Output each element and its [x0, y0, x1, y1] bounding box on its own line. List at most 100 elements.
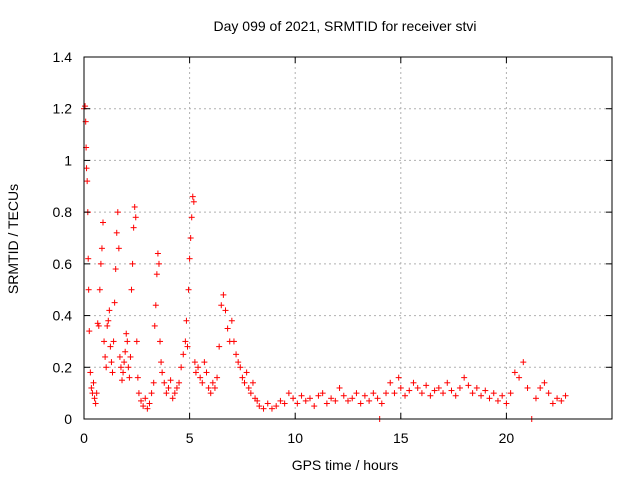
- data-point: [140, 403, 147, 410]
- data-point: [163, 390, 170, 397]
- data-point: [298, 392, 305, 399]
- plot-frame: [83, 56, 613, 420]
- data-point: [494, 397, 501, 404]
- data-point: [366, 397, 373, 404]
- data-point: [144, 405, 151, 412]
- data-point: [516, 374, 523, 381]
- y-axis-label: SRMTID / TECUs: [5, 184, 21, 294]
- data-point: [228, 317, 235, 324]
- data-point: [95, 322, 102, 329]
- data-point: [387, 379, 394, 386]
- data-point: [332, 397, 339, 404]
- data-point: [345, 397, 351, 404]
- data-point: [374, 395, 381, 402]
- x-tick-label: 0: [80, 430, 88, 446]
- y-tick-label: 1.2: [53, 101, 73, 117]
- data-point: [340, 392, 347, 399]
- data-point: [101, 338, 108, 345]
- data-point: [545, 390, 552, 397]
- data-point: [207, 390, 214, 397]
- data-point: [241, 379, 248, 386]
- x-tick-label: 15: [393, 430, 409, 446]
- data-point: [203, 369, 210, 376]
- data-point: [256, 403, 263, 410]
- data-point: [151, 322, 158, 329]
- data-point: [558, 397, 565, 404]
- data-point: [323, 400, 330, 407]
- data-point: [104, 322, 111, 329]
- data-point: [230, 338, 237, 345]
- data-point: [285, 390, 292, 397]
- data-point: [378, 400, 385, 407]
- data-point: [161, 379, 168, 386]
- data-point: [108, 359, 115, 366]
- data-point: [131, 203, 138, 210]
- data-point: [452, 392, 459, 399]
- data-point: [209, 379, 216, 386]
- data-point: [268, 405, 275, 412]
- data-point: [281, 400, 288, 407]
- data-point: [520, 359, 527, 366]
- data-point: [134, 374, 141, 381]
- data-point: [319, 390, 326, 397]
- data-point: [427, 392, 434, 399]
- data-point: [96, 286, 103, 293]
- data-point: [82, 103, 89, 110]
- data-point: [182, 338, 189, 345]
- data-point: [511, 369, 518, 376]
- data-point: [114, 209, 121, 216]
- data-point: [482, 387, 489, 394]
- data-point: [187, 235, 194, 241]
- axes-layer: 0 5 10 15 20 0 0.2 0.4 0.6 0.8 1 1.2 1.4: [53, 49, 613, 446]
- data-point: [98, 245, 105, 252]
- data-point: [423, 382, 430, 389]
- data-point: [121, 359, 128, 366]
- data-point: [135, 390, 142, 397]
- data-point: [125, 364, 132, 371]
- data-point: [478, 392, 485, 399]
- x-tick-label: 5: [186, 430, 194, 446]
- data-point: [336, 384, 343, 391]
- data-point: [214, 374, 221, 381]
- data-point: [294, 400, 301, 407]
- data-point: [195, 364, 202, 371]
- data-point: [183, 317, 190, 324]
- data-point: [290, 395, 297, 402]
- data-point: [541, 379, 548, 386]
- data-point: [186, 255, 193, 262]
- data-point: [554, 395, 561, 402]
- data-point: [90, 379, 97, 386]
- y-tick-label: 0.2: [53, 359, 73, 375]
- y-tick-label: 0.8: [53, 204, 73, 220]
- data-point: [402, 392, 409, 399]
- data-point: [328, 395, 335, 402]
- data-point: [235, 359, 242, 366]
- data-point: [146, 400, 153, 407]
- data-point: [190, 198, 197, 205]
- data-point: [173, 384, 180, 391]
- y-tick-label: 1.4: [53, 49, 73, 65]
- data-point: [124, 338, 131, 345]
- data-point: [465, 382, 472, 389]
- data-point: [113, 229, 120, 236]
- data-point: [191, 359, 198, 366]
- data-point: [122, 348, 129, 355]
- data-point: [562, 392, 569, 399]
- data-point: [87, 369, 94, 376]
- data-point: [103, 364, 110, 371]
- data-point: [264, 400, 271, 407]
- data-point: [150, 379, 157, 386]
- data-point: [169, 395, 176, 402]
- data-point: [132, 214, 139, 221]
- data-point: [119, 377, 126, 384]
- data-point: [237, 364, 244, 371]
- data-point: [109, 369, 116, 376]
- data-point: [349, 395, 356, 402]
- data-point: [171, 390, 178, 397]
- x-tick-label: 20: [499, 430, 515, 446]
- y-tick-label: 0.4: [53, 308, 73, 324]
- data-point: [152, 302, 159, 309]
- data-point: [189, 193, 196, 200]
- data-point: [245, 384, 252, 391]
